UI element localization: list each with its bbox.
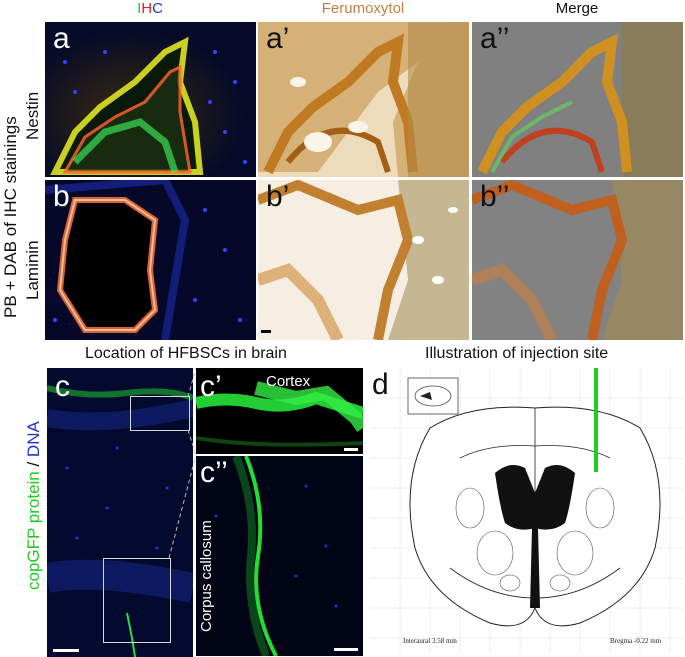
- c2-region-label: Corpus callosum: [198, 520, 215, 632]
- ihc-header-h: H: [141, 0, 153, 17]
- merge-header: Merge: [555, 0, 599, 17]
- panel-label-b: b: [53, 180, 70, 213]
- panel-b1-ferumoxytol-laminin: b’: [258, 180, 469, 340]
- panel-label-a2: a’’: [480, 22, 510, 55]
- section-title-location: Location of HFBSCs in brain: [85, 345, 287, 362]
- panel-label-b2: b’’: [480, 180, 510, 213]
- panel-label-c: c: [55, 370, 70, 403]
- scale-bar-c2: [334, 648, 358, 651]
- panel-b2-merge-laminin: b’’: [472, 180, 683, 340]
- panel-c1-image: [196, 368, 363, 454]
- ihc-header-c: C: [152, 0, 163, 17]
- panel-a1-ferumoxytol-nestin: a’: [258, 22, 469, 177]
- scale-bar-c1: [344, 448, 358, 451]
- scale-bar-c: [53, 649, 79, 652]
- atlas-interaural: Interaural 3.58 mm: [403, 637, 457, 645]
- panel-b1-image: [258, 180, 469, 340]
- panel-c2-corpus-callosum: c’’ Corpus callosum: [196, 456, 363, 656]
- panel-c2-image: [196, 456, 363, 656]
- inset-box-corpus-callosum: [103, 558, 171, 643]
- panel-b2-image: [472, 180, 683, 340]
- panel-label-a: a: [53, 22, 70, 55]
- ihc-header: IHC: [45, 0, 255, 17]
- panel-a2-merge-nestin: a’’: [472, 22, 683, 177]
- panel-a-image: [45, 22, 256, 177]
- panel-b-image: [45, 180, 256, 340]
- panel-c1-cortex: c’ Cortex: [196, 368, 363, 454]
- panel-label-b1: b’: [266, 180, 290, 213]
- ferumoxytol-header: Ferumoxytol: [321, 0, 405, 17]
- c1-region-label: Cortex: [266, 373, 311, 390]
- panel-a-ihc-nestin: a: [45, 22, 256, 177]
- panel-c-image: [47, 368, 193, 657]
- panel-a1-image: [258, 22, 469, 177]
- ihc-header-i: I: [137, 0, 142, 17]
- panel-d-atlas: d Interaural 3.58 mm Bregma -0.22 mm: [370, 368, 683, 653]
- scale-bar-b1: [261, 330, 271, 333]
- panel-label-a1: a’: [266, 22, 290, 55]
- panel-b-ihc-laminin: b: [45, 180, 256, 340]
- section-title-illustration: Illustration of injection site: [425, 345, 609, 362]
- inset-box-cortex: [130, 396, 190, 431]
- panel-a2-image: [472, 22, 683, 177]
- atlas-bregma: Bregma -0.22 mm: [610, 637, 662, 645]
- panel-d-image: [370, 368, 683, 653]
- panel-label-c1: c’: [200, 370, 222, 403]
- panel-label-c2: c’’: [200, 456, 228, 489]
- panel-c-brain-overview: c: [47, 368, 193, 657]
- panel-label-d: d: [372, 368, 389, 401]
